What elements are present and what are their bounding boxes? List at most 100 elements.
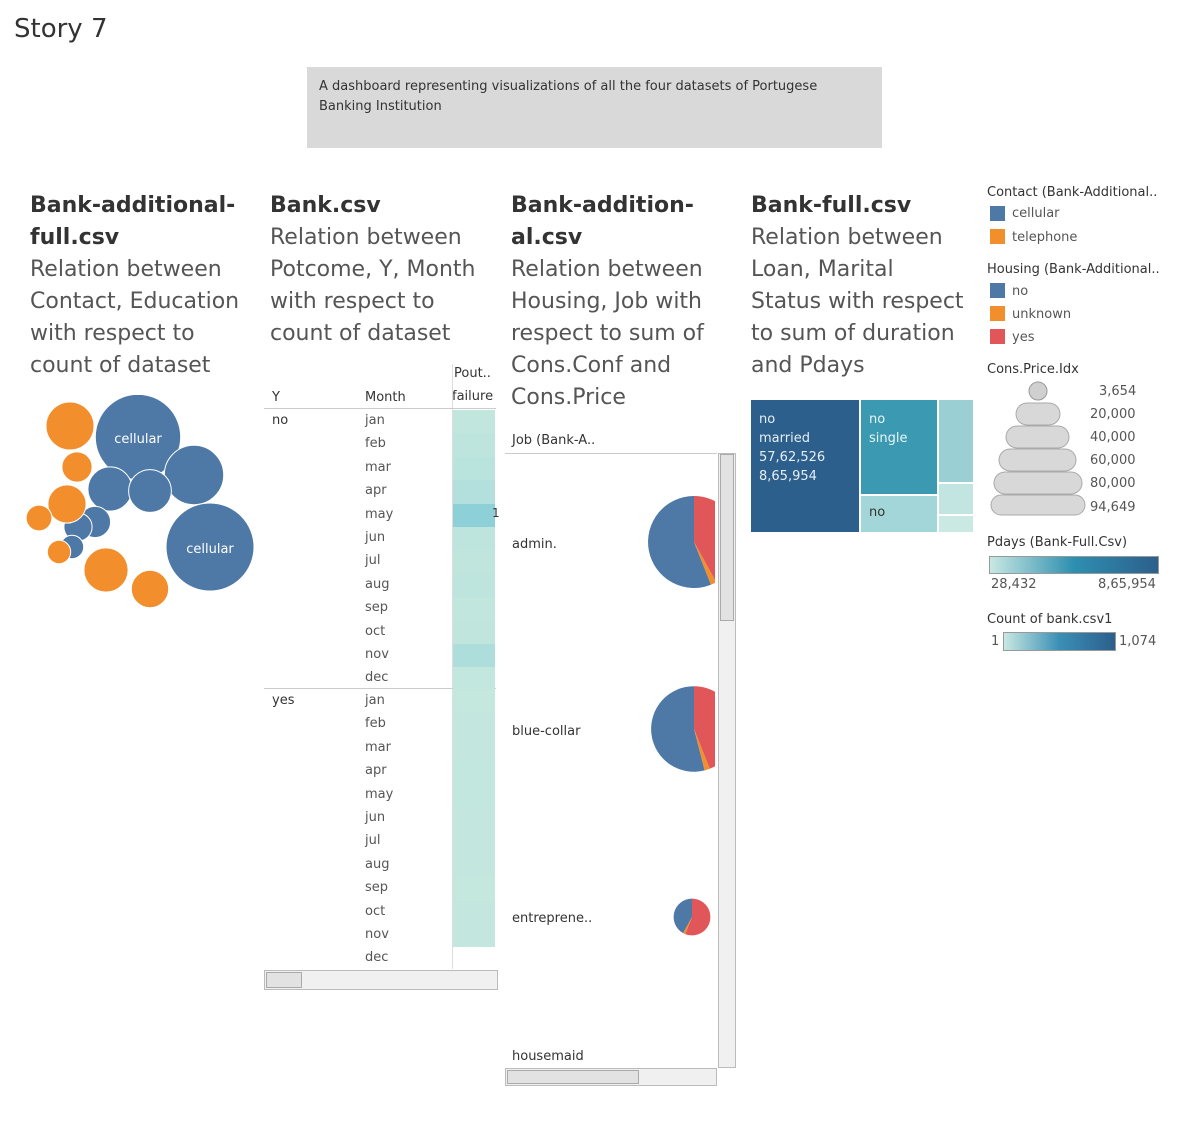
month-label: apr	[365, 763, 387, 779]
heat-cell[interactable]	[453, 853, 495, 878]
month-label: mar	[365, 739, 391, 755]
heat-cell[interactable]	[453, 573, 495, 598]
bubble-chart[interactable]: cellular cellular	[20, 395, 265, 625]
heat-cell[interactable]	[453, 736, 495, 761]
heat-cell[interactable]	[453, 690, 495, 714]
pie-slice-unknown[interactable]	[683, 917, 692, 935]
cell-duration-value: 57,62,526	[759, 450, 826, 465]
treemap-cell[interactable]	[939, 400, 973, 482]
treemap-cell-no-married[interactable]: no married 57,62,526 8,65,954	[751, 400, 859, 532]
sheet-1-file-b: full.csv	[30, 225, 120, 250]
heat-cell[interactable]	[453, 410, 495, 434]
bubble-telephone[interactable]	[47, 484, 87, 524]
count-min-label: 1	[991, 634, 1000, 649]
pie-slice-unknown[interactable]	[694, 542, 717, 585]
sheet-3-subtitle: Cons.Price	[511, 385, 626, 410]
treemap-cell[interactable]	[939, 484, 973, 514]
housing-yes-swatch	[990, 329, 1005, 344]
job-header: Job (Bank-A..	[512, 433, 596, 448]
bubble-cellular[interactable]	[87, 466, 133, 512]
month-label: aug	[365, 856, 390, 872]
description-text: A dashboard representing visualizations …	[319, 79, 818, 114]
pie-slice-yes[interactable]	[694, 496, 717, 583]
pie-slice-unknown[interactable]	[694, 729, 710, 771]
treemap-cell-no-single[interactable]: no single	[861, 400, 937, 494]
size-legend-shapes	[990, 381, 1086, 516]
bubble-cellular[interactable]	[163, 444, 225, 506]
month-label: nov	[365, 647, 389, 662]
sheet-2-subtitle: Relation between	[270, 225, 462, 250]
job-label-housemaid: housemaid	[512, 1049, 584, 1064]
bubble-telephone[interactable]	[130, 569, 170, 609]
heat-cell[interactable]	[453, 713, 495, 737]
heat-cell[interactable]	[453, 783, 495, 807]
sheet-4-subtitle: Status with respect	[751, 289, 964, 314]
heat-cell[interactable]	[453, 667, 495, 691]
legend-housing-unknown[interactable]: unknown	[1012, 307, 1072, 322]
size-legend-label: 80,000	[1090, 476, 1136, 491]
size-legend-label: 60,000	[1090, 453, 1136, 468]
pie-slice-no[interactable]	[648, 496, 711, 588]
treemap-cell[interactable]	[939, 516, 973, 532]
month-label: feb	[365, 716, 386, 732]
y-header: Y	[272, 390, 280, 405]
legend-cellular[interactable]: cellular	[1012, 206, 1060, 221]
sheet-2-file-a: Bank.csv	[270, 193, 381, 218]
pie-chart-area[interactable]	[505, 455, 717, 1065]
vertical-scrollbar-thumb[interactable]	[720, 454, 734, 621]
legend-housing-no[interactable]: no	[1012, 284, 1029, 299]
pie-slice-no[interactable]	[651, 686, 705, 772]
bubble-telephone[interactable]	[83, 547, 129, 593]
heat-cell[interactable]	[453, 503, 495, 527]
bubble-cellular[interactable]	[128, 469, 172, 513]
sheet-title-4: Bank-full.csv Relation between Loan, Mar…	[751, 190, 976, 382]
heat-cell[interactable]	[453, 433, 495, 457]
heat-cell[interactable]	[453, 456, 495, 481]
treemap-cell-no[interactable]: no	[861, 496, 937, 532]
cellular-swatch	[990, 206, 1005, 221]
month-label: dec	[365, 950, 389, 966]
column-divider	[452, 364, 453, 969]
heat-cell[interactable]	[453, 620, 495, 644]
bubble-telephone[interactable]	[46, 539, 72, 565]
pie-vertical-scrollbar[interactable]	[718, 453, 736, 1068]
heatmap-horizontal-scrollbar[interactable]	[264, 970, 498, 990]
heat-cell[interactable]	[453, 877, 495, 901]
heat-cell[interactable]	[453, 644, 495, 668]
scrollbar-thumb[interactable]	[266, 972, 302, 988]
bubble-telephone[interactable]	[61, 451, 93, 483]
size-legend-label: 40,000	[1090, 430, 1136, 445]
month-label: nov	[365, 927, 389, 942]
bubble-telephone[interactable]	[45, 401, 95, 451]
treemap[interactable]: no married 57,62,526 8,65,954 no single …	[751, 400, 973, 532]
sheet-2-subtitle: Potcome, Y, Month	[270, 257, 476, 282]
cell-loan-label: no	[759, 412, 776, 427]
size-legend-circle	[1005, 425, 1070, 449]
job-label-blue-collar: blue-collar	[512, 724, 581, 739]
sheet-4-file-a: Bank-full.csv	[751, 193, 912, 218]
poutcome-header: Pout..	[454, 366, 491, 381]
sheet-1-file-a: Bank-additional-	[30, 193, 236, 218]
sheet-4-subtitle: to sum of duration	[751, 321, 955, 346]
horizontal-scrollbar-thumb[interactable]	[507, 1070, 639, 1084]
bubble-telephone[interactable]	[25, 504, 53, 532]
heat-cell[interactable]	[453, 807, 495, 831]
heat-cell[interactable]	[453, 924, 495, 948]
heat-cell[interactable]	[453, 527, 495, 551]
legend-telephone[interactable]: telephone	[1012, 230, 1078, 245]
heat-cell[interactable]	[453, 550, 495, 574]
heat-cell[interactable]	[453, 760, 495, 784]
pie-horizontal-scrollbar[interactable]	[505, 1068, 717, 1086]
bubble-cellular[interactable]	[165, 502, 255, 592]
sheet-3-file-a: Bank-addition-	[511, 193, 694, 218]
heat-cell[interactable]	[453, 480, 495, 504]
pie-slice-yes[interactable]	[685, 898, 711, 936]
sheet-title-2: Bank.csv Relation between Potcome, Y, Mo…	[270, 190, 500, 350]
month-label: jun	[365, 810, 386, 825]
heat-cell[interactable]	[453, 830, 495, 854]
heat-cell[interactable]	[453, 900, 495, 924]
pie-slice-yes[interactable]	[694, 686, 717, 769]
legend-housing-yes[interactable]: yes	[1012, 330, 1035, 345]
heat-cell[interactable]	[453, 597, 495, 621]
pie-slice-no[interactable]	[673, 898, 692, 934]
